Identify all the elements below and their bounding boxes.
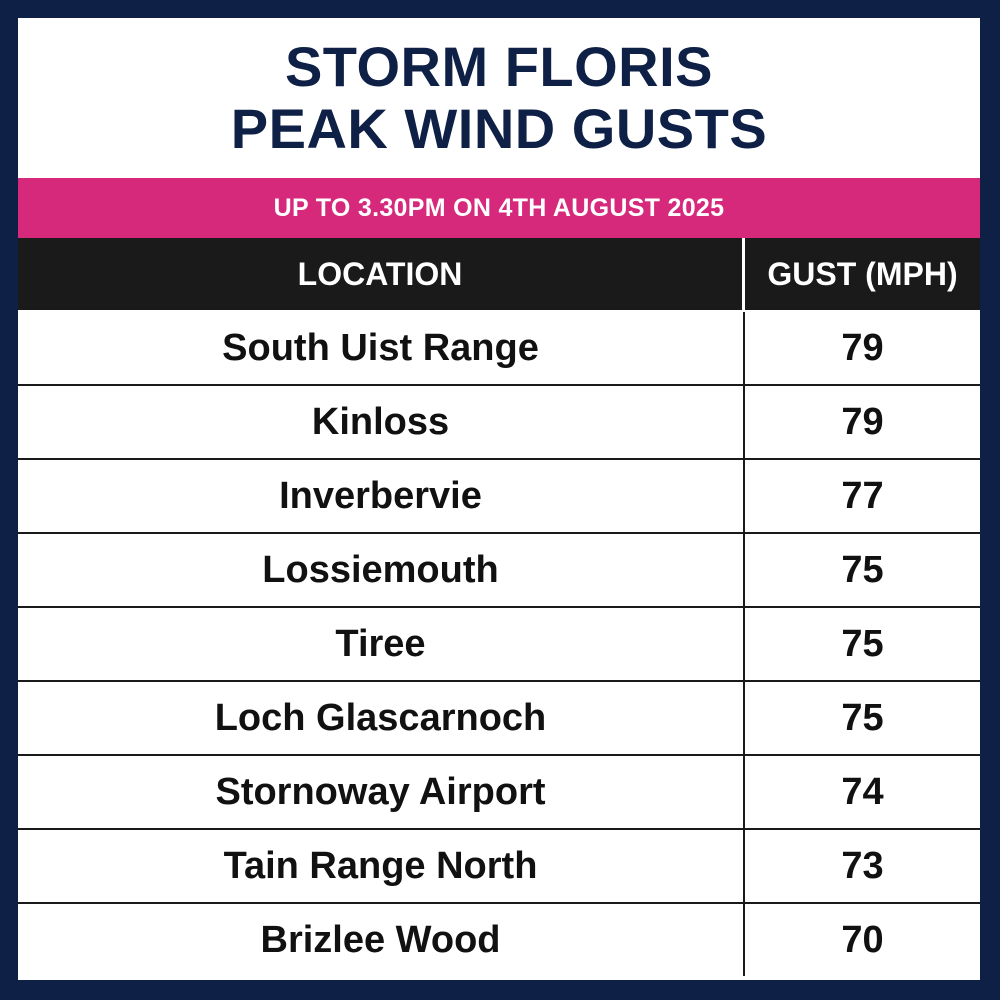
table-header-row: LOCATION GUST (MPH) — [18, 238, 980, 312]
gust-cell: 75 — [841, 622, 884, 665]
location-cell: Lossiemouth — [18, 534, 745, 606]
table-row: Tiree 75 — [18, 608, 980, 682]
location-cell: Kinloss — [18, 386, 745, 458]
table-row: Loch Glascarnoch 75 — [18, 682, 980, 756]
table-row: Kinloss 79 — [18, 386, 980, 460]
location-cell: Tiree — [18, 608, 745, 680]
gust-table: LOCATION GUST (MPH) South Uist Range 79 Ki… — [18, 238, 980, 980]
location-cell: Stornoway Airport — [18, 756, 745, 828]
gust-cell: 79 — [841, 400, 884, 443]
location-cell: South Uist Range — [18, 312, 745, 384]
table-row: Lossiemouth 75 — [18, 534, 980, 608]
gust-cell: 77 — [841, 474, 884, 517]
infographic-card: STORM FLORIS PEAK WIND GUSTS UP TO 3.30P… — [18, 18, 980, 980]
table-body: South Uist Range 79 Kinloss 79 Inverbervie 77… — [18, 312, 980, 980]
gust-cell: 75 — [841, 548, 884, 591]
location-cell: Loch Glascarnoch — [18, 682, 745, 754]
subtitle-bar: UP TO 3.30PM ON 4TH AUGUST 2025 — [18, 178, 980, 238]
title-line-2: PEAK WIND GUSTS — [230, 97, 768, 160]
gust-cell: 79 — [841, 326, 884, 369]
subtitle-text: UP TO 3.30PM ON 4TH AUGUST 2025 — [273, 193, 725, 222]
column-header-location: LOCATION — [18, 238, 745, 310]
location-cell: Brizlee Wood — [18, 904, 745, 976]
title-block: STORM FLORIS PEAK WIND GUSTS — [18, 18, 980, 178]
table-row: South Uist Range 79 — [18, 312, 980, 386]
table-row: Stornoway Airport 74 — [18, 756, 980, 830]
table-row: Brizlee Wood 70 — [18, 904, 980, 978]
location-cell: Inverbervie — [18, 460, 745, 532]
gust-cell: 74 — [841, 770, 884, 813]
title-line-1: STORM FLORIS — [284, 35, 714, 98]
column-header-gust: GUST (MPH) — [767, 255, 958, 292]
gust-cell: 70 — [841, 918, 884, 961]
gust-cell: 75 — [841, 696, 884, 739]
table-row: Inverbervie 77 — [18, 460, 980, 534]
gust-cell: 73 — [841, 844, 884, 887]
location-cell: Tain Range North — [18, 830, 745, 902]
table-row: Tain Range North 73 — [18, 830, 980, 904]
